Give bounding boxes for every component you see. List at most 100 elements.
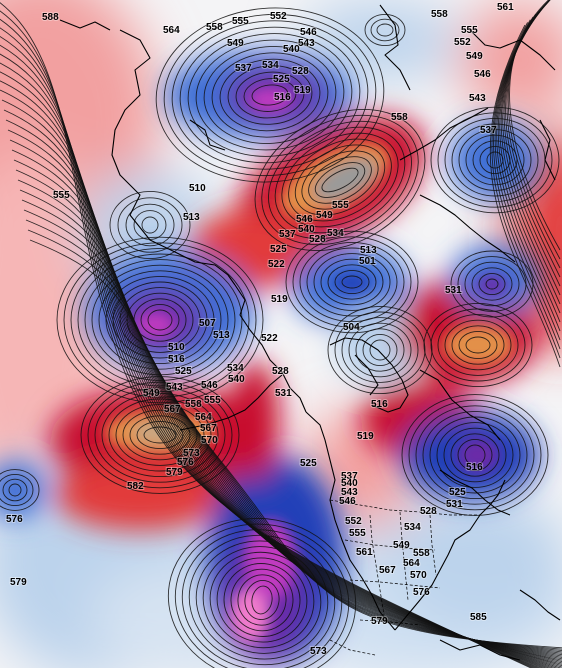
contour-label: 501 xyxy=(359,256,376,267)
contour-label: 579 xyxy=(166,467,183,478)
height-contour xyxy=(327,264,377,300)
height-contour xyxy=(70,247,250,393)
height-contour xyxy=(457,438,493,472)
height-contour xyxy=(491,22,561,359)
height-contour xyxy=(489,24,561,368)
contour-label: 537 xyxy=(480,125,497,136)
contour-label: 555 xyxy=(332,200,349,211)
contour-label: 576 xyxy=(413,587,430,598)
height-contour xyxy=(376,23,394,37)
contour-label: 513 xyxy=(360,245,377,256)
contour-label: 540 xyxy=(298,224,315,235)
height-contour xyxy=(0,53,548,668)
contour-label: 561 xyxy=(356,547,373,558)
height-contour xyxy=(362,333,398,367)
contour-label: 507 xyxy=(199,318,216,329)
contour-label: 519 xyxy=(357,431,374,442)
height-contour xyxy=(105,275,215,365)
height-contour xyxy=(401,394,549,516)
contour-label: 549 xyxy=(316,210,333,221)
height-contour xyxy=(244,580,280,620)
contour-label: 555 xyxy=(204,395,221,406)
contour-label: 552 xyxy=(345,516,362,527)
height-contour xyxy=(321,167,359,193)
height-contour xyxy=(141,216,159,234)
height-contour xyxy=(251,585,273,615)
height-contour xyxy=(187,33,353,157)
contour-label: 549 xyxy=(466,51,483,62)
contour-label: 558 xyxy=(431,9,448,20)
height-contour xyxy=(179,26,361,164)
height-contour xyxy=(126,292,194,348)
height-contour xyxy=(301,150,379,210)
height-contour xyxy=(195,39,345,151)
height-contour xyxy=(167,517,357,668)
height-contour xyxy=(202,546,322,654)
height-contour xyxy=(451,325,505,365)
contour-label: 567 xyxy=(379,565,396,576)
contour-label: 513 xyxy=(213,330,230,341)
contour-label: 543 xyxy=(469,93,486,104)
contour-label: 528 xyxy=(309,234,326,245)
height-contour xyxy=(216,557,308,643)
height-contour xyxy=(117,197,183,253)
height-contour xyxy=(494,16,561,341)
contour-label: 549 xyxy=(393,540,410,551)
height-contour xyxy=(355,328,405,372)
height-contour xyxy=(237,574,287,626)
height-contour xyxy=(174,523,350,668)
height-contour xyxy=(341,275,363,289)
height-contour xyxy=(429,416,521,494)
height-contour xyxy=(294,144,386,216)
contour-label: 543 xyxy=(341,487,358,498)
height-contour xyxy=(478,272,506,296)
height-contour xyxy=(334,269,370,295)
height-contour xyxy=(281,132,399,228)
contour-label: 555 xyxy=(349,528,366,539)
height-contour xyxy=(443,427,507,483)
contour-label: 510 xyxy=(189,183,206,194)
contour-label: 540 xyxy=(228,374,245,385)
height-contour xyxy=(464,444,486,466)
height-contour xyxy=(125,203,175,247)
height-contour xyxy=(0,71,554,668)
height-contour xyxy=(17,179,562,657)
contour-label: 540 xyxy=(341,478,358,489)
contour-label: 534 xyxy=(327,228,344,239)
contour-label: 576 xyxy=(177,457,194,468)
height-contour xyxy=(0,18,537,668)
height-contour xyxy=(465,336,491,354)
height-contour xyxy=(227,65,313,125)
height-contour xyxy=(450,433,500,477)
height-contour xyxy=(1,99,562,668)
coastlines xyxy=(59,4,561,661)
contour-label: 525 xyxy=(270,244,287,255)
contour-label: 570 xyxy=(410,570,427,581)
height-contour xyxy=(11,149,562,661)
height-contour xyxy=(209,551,315,649)
height-contour xyxy=(108,398,212,472)
height-contour xyxy=(223,563,301,637)
height-contour xyxy=(464,261,520,307)
height-contour xyxy=(314,162,366,198)
height-contour xyxy=(0,27,539,668)
height-contour xyxy=(458,330,498,360)
contour-label: 573 xyxy=(183,448,200,459)
contour-label: 528 xyxy=(420,506,437,517)
contour-label: 573 xyxy=(310,646,327,657)
height-contour xyxy=(444,319,512,371)
contour-label: 534 xyxy=(404,522,421,533)
contour-label: 546 xyxy=(300,27,317,38)
height-contour xyxy=(292,236,412,328)
height-contour xyxy=(0,473,34,507)
contour-label: 519 xyxy=(271,294,288,305)
contour-label: 531 xyxy=(275,388,292,399)
height-contour xyxy=(493,19,561,350)
contour-label: 543 xyxy=(166,382,183,393)
contour-label: 561 xyxy=(497,2,514,13)
height-contour xyxy=(274,126,406,234)
contour-label: 558 xyxy=(206,22,223,33)
height-contour xyxy=(0,44,545,668)
